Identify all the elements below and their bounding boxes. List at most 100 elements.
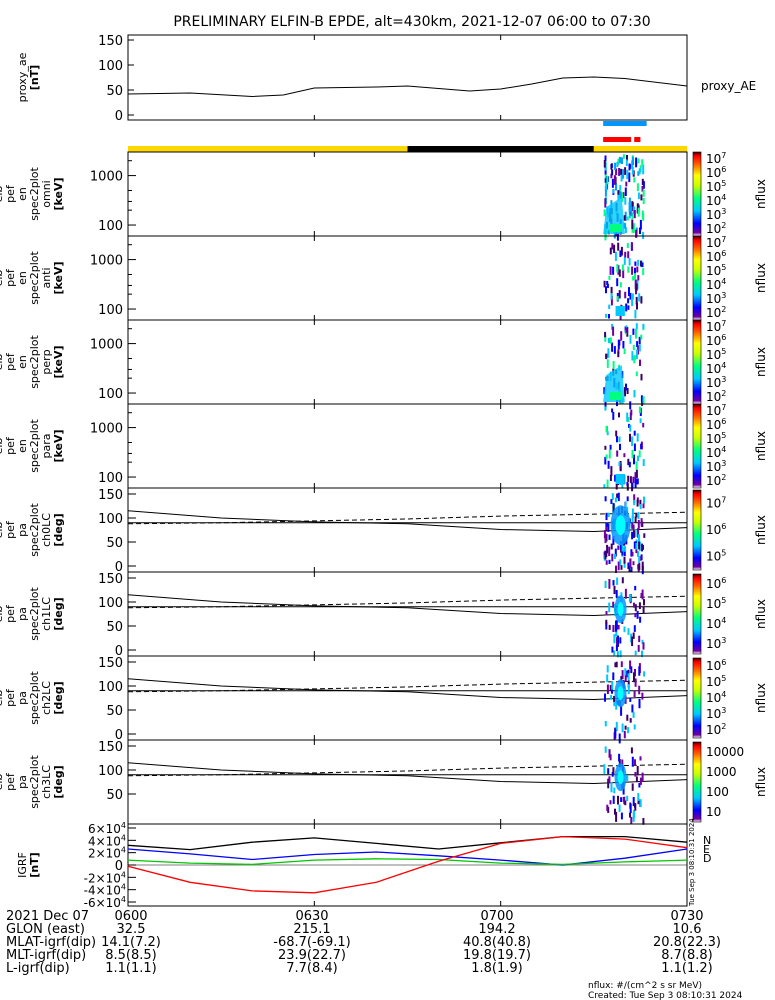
y-tick-label: 2×104 <box>88 846 126 861</box>
panel-pa_ch3LC: 50 100 150 elb pef pa spec2plot ch3LC [deg] 10 100… <box>0 739 768 825</box>
spectrum-pixel <box>638 602 641 609</box>
spectrum-pixel <box>628 594 631 602</box>
spectrum-pixel <box>618 759 621 768</box>
spectrum-pixel <box>632 476 635 484</box>
spectrum-pixel <box>612 536 615 545</box>
spectrum-pixel <box>636 478 639 485</box>
colorbar-tick-label: 105 <box>706 596 726 611</box>
colorbar-tick-label: 107 <box>706 319 726 334</box>
spectrum-pixel <box>640 194 643 201</box>
spectrum-pixel <box>631 436 634 447</box>
spectrum-pixel <box>616 493 619 499</box>
y-axis-label-line: ch3LC <box>40 765 53 799</box>
spectrum-pixel <box>632 344 635 351</box>
colorbar-tick-label: 103 <box>706 459 726 474</box>
spectrum-pixel <box>637 528 640 538</box>
spectrum-pixel <box>605 560 608 565</box>
colorbar <box>692 235 702 321</box>
spectrum-pixel <box>634 472 637 478</box>
spectrum-pixel <box>610 782 613 793</box>
spectrum-pixel <box>623 556 626 564</box>
spectrum-pixel <box>638 406 641 414</box>
spectrum-pixel <box>634 803 637 811</box>
spectrum-pixel <box>629 812 631 818</box>
spectrum-pixel <box>621 670 624 679</box>
colorbar <box>692 489 702 571</box>
spectrum-pixel <box>623 348 626 355</box>
y-axis-label-line: ch1LC <box>40 597 53 631</box>
spectrum-pixel <box>622 269 625 279</box>
y-tick-label: 100 <box>98 387 123 402</box>
y-axis-label-line: proxy_ae <box>16 52 29 102</box>
colorbar-tick-label: 102 <box>706 473 726 488</box>
spectrum-pixel <box>635 543 638 550</box>
spectrum-pixel <box>627 266 630 273</box>
spectrum-pixel <box>638 555 641 564</box>
spectrum-pixel <box>631 299 634 307</box>
spectrum-pixel <box>631 531 634 540</box>
spectrum-pixel <box>643 496 645 504</box>
spectrum-pixel <box>618 804 621 812</box>
y-axis-label-line: [nT] <box>28 65 41 90</box>
spectrum-pixel <box>616 296 619 301</box>
spectrum-pixel <box>608 776 611 784</box>
spectrum-pixel <box>625 181 628 187</box>
spectrum-pixel <box>619 637 622 644</box>
y-axis-label-line: spec2plot <box>28 671 41 725</box>
spectrum-pixel <box>636 610 639 619</box>
spectrum-pixel <box>616 232 619 241</box>
spectrum-pixel <box>635 461 638 470</box>
y-axis-label-line: [deg] <box>52 513 65 546</box>
spectrum-pixel <box>617 545 620 550</box>
spectrum-pixel <box>633 602 635 608</box>
spectrum-pixel <box>617 265 620 275</box>
y-tick-label: 150 <box>98 34 123 49</box>
spectrum-pixel <box>628 287 630 297</box>
spectrum-pixel <box>604 335 607 342</box>
spectrum-pixel <box>631 783 634 791</box>
spectrum-pixel <box>608 624 611 630</box>
footer-row-label: MLT-igrf(dip) <box>6 948 86 963</box>
spectrum-pixel <box>609 247 612 255</box>
pa-blob-core <box>617 686 624 701</box>
spectrum-pixel <box>634 772 637 777</box>
spectrum-pixel <box>618 461 621 467</box>
spectrum-pixel <box>617 349 620 354</box>
spectrum-pixel <box>621 264 624 271</box>
spectrum-pixel <box>624 197 627 205</box>
spectrum-pixel <box>606 804 609 811</box>
colorbar-tick-label: 103 <box>706 375 726 390</box>
spectrum-pixel <box>631 515 634 525</box>
spectrum-pixel <box>617 339 620 350</box>
igrf-series-red <box>127 835 688 894</box>
spectrum-blob <box>609 224 622 232</box>
spectrum-pixel <box>603 160 606 168</box>
y-axis-label-line: pa <box>16 607 29 621</box>
spectrum-pixel <box>627 305 630 310</box>
y-tick-label: 100 <box>98 764 123 779</box>
spectrum-pixel <box>640 373 643 381</box>
y-axis-label-line: elb <box>0 354 5 371</box>
red-marker <box>603 137 632 142</box>
spectrum-pixel <box>643 533 646 538</box>
spectrum-pixel <box>633 443 636 452</box>
figure-title: PRELIMINARY ELFIN-B EPDE, alt=430km, 202… <box>173 14 650 30</box>
colorbar-tick-label: 107 <box>706 235 726 250</box>
spectrum-pixel <box>615 700 618 710</box>
footer-row-value: 14.1(7.2) <box>101 935 161 950</box>
spectrum-pixel <box>604 166 607 175</box>
y-axis-label-line: elb <box>0 186 5 203</box>
spectrum-pixel <box>615 661 618 668</box>
spectrum-pixel <box>622 785 625 795</box>
spectrum-pixel <box>619 185 622 191</box>
y-tick-label: 0 <box>115 109 123 124</box>
spectrum-pixel <box>625 383 627 391</box>
spectrum-pixel <box>631 551 634 557</box>
spectrum-pixel <box>639 359 641 366</box>
spectrum-pixel <box>629 559 632 567</box>
y-axis-label-line: en <box>16 271 29 285</box>
spectrum-pixel <box>639 418 642 424</box>
spectrum-pixel <box>637 345 640 355</box>
spectrum-pixel <box>630 666 633 674</box>
spectrum-pixel <box>628 258 631 266</box>
